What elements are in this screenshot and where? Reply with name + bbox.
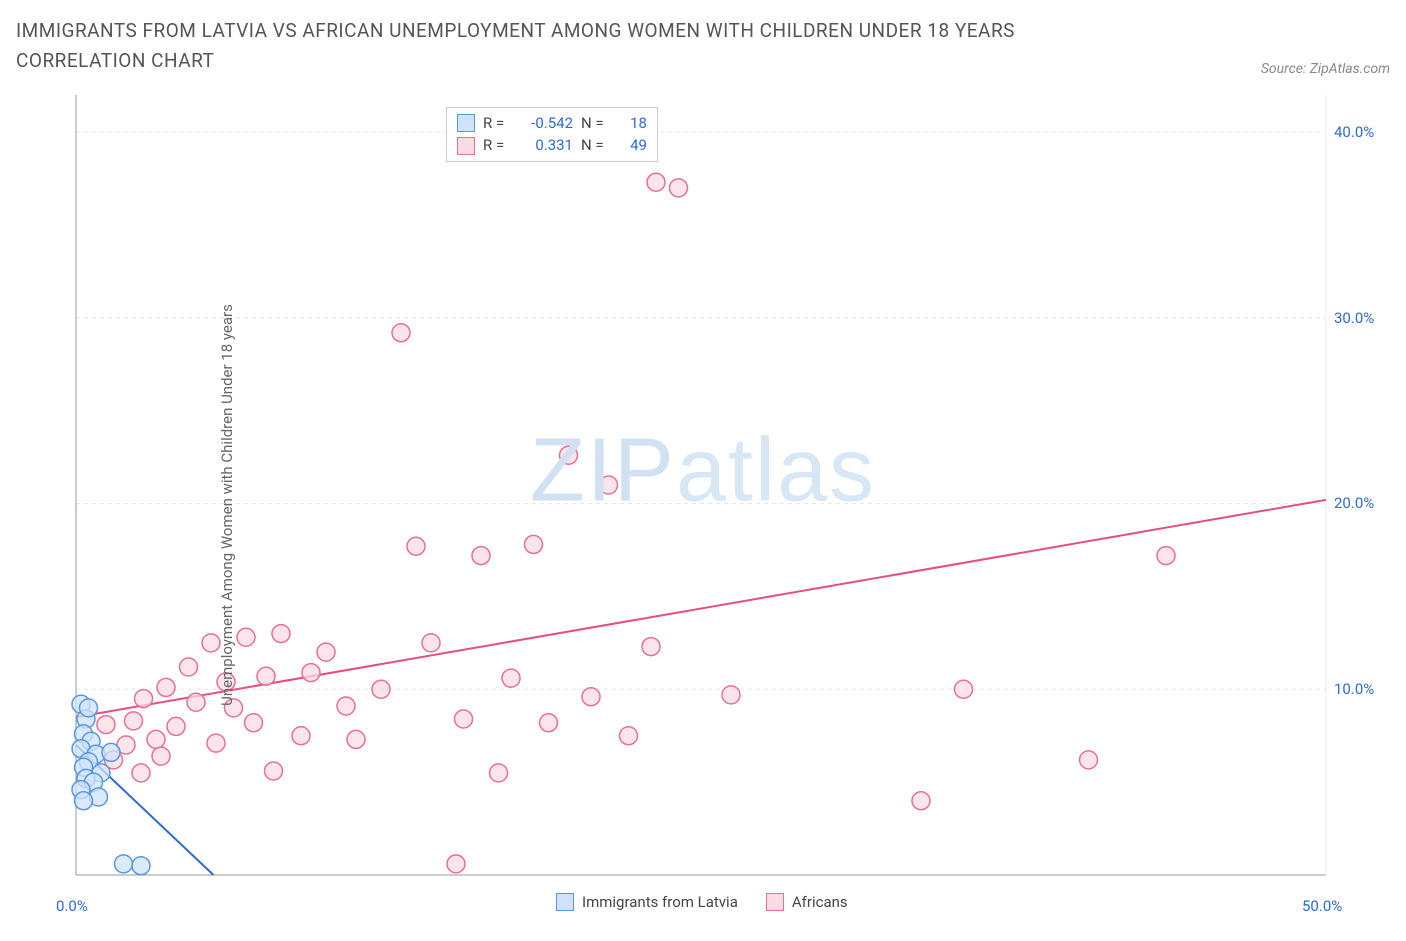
series-legend: Immigrants from Latvia Africans	[556, 893, 848, 911]
legend-swatch-icon	[766, 893, 784, 911]
source-label: Source: ZipAtlas.com	[1261, 61, 1390, 77]
legend-n-label: N =	[581, 134, 609, 157]
y-axis-label: Unemployment Among Women with Children U…	[218, 304, 236, 706]
legend-series-label: Africans	[792, 893, 848, 911]
x-tick-label: 0.0%	[56, 897, 88, 915]
y-tick-label: 20.0%	[1334, 494, 1374, 512]
legend-n-value: 18	[617, 112, 647, 135]
chart-container: ZIPatlas Unemployment Among Women with C…	[16, 85, 1390, 925]
legend-swatch-icon	[556, 893, 574, 911]
y-tick-label: 30.0%	[1334, 309, 1374, 327]
legend-n-value: 49	[617, 134, 647, 157]
legend-r-label: R =	[483, 134, 511, 157]
legend-n-label: N =	[581, 112, 609, 135]
y-tick-label: 10.0%	[1334, 680, 1374, 698]
correlation-legend: R = -0.542 N = 18 R = 0.331 N = 49	[446, 107, 658, 162]
legend-r-value: -0.542	[519, 112, 573, 135]
x-tick-label: 50.0%	[1302, 897, 1342, 915]
legend-r-label: R =	[483, 112, 511, 135]
legend-swatch-icon	[457, 137, 475, 155]
legend-series-label: Immigrants from Latvia	[582, 893, 738, 911]
legend-swatch-icon	[457, 114, 475, 132]
y-tick-label: 40.0%	[1334, 123, 1374, 141]
legend-r-value: 0.331	[519, 134, 573, 157]
chart-title: IMMIGRANTS FROM LATVIA VS AFRICAN UNEMPL…	[16, 16, 1116, 77]
